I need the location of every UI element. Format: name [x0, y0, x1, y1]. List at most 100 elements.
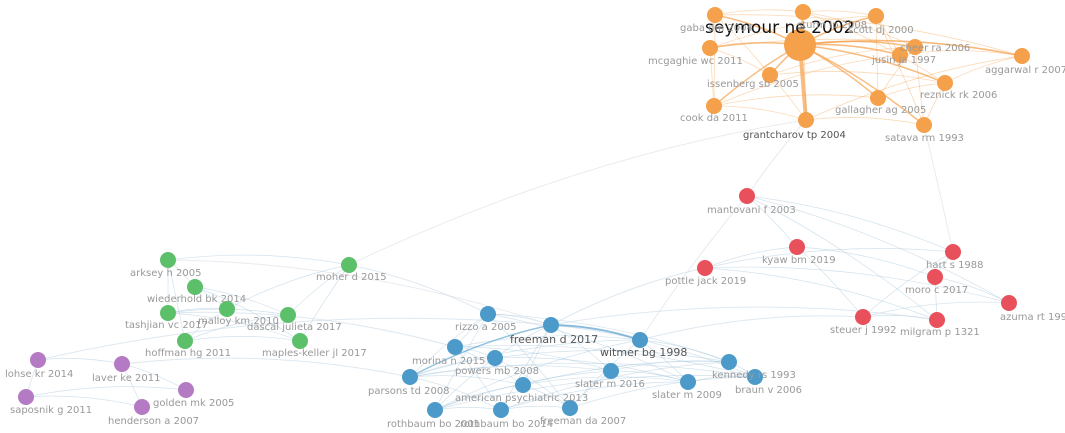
- edge: [299, 264, 350, 342]
- node: [855, 309, 871, 325]
- edge: [713, 94, 879, 107]
- node: [515, 377, 531, 393]
- node: [706, 98, 722, 114]
- node: [134, 399, 150, 415]
- node-label: malloy km 2010: [198, 316, 279, 327]
- edge: [454, 335, 641, 348]
- edge: [639, 315, 864, 341]
- node: [707, 7, 723, 23]
- edge: [713, 54, 901, 107]
- node: [789, 239, 805, 255]
- edge: [434, 375, 756, 411]
- node-label: witmer bg 1998: [600, 346, 687, 359]
- node-label: issenberg sb 2005: [707, 79, 799, 90]
- node-label: moro c 2017: [905, 285, 968, 296]
- node-label: hart s 1988: [926, 260, 984, 271]
- node: [493, 402, 509, 418]
- edge: [704, 248, 954, 269]
- node-label: seymour ne 2002: [705, 18, 854, 38]
- edge: [226, 264, 350, 310]
- edge: [875, 15, 925, 126]
- node: [487, 350, 503, 366]
- edge: [796, 246, 936, 278]
- edge: [500, 381, 689, 411]
- node-label: dascal julieta 2017: [247, 322, 342, 333]
- edge: [348, 119, 807, 266]
- node-label: powers mb 2008: [455, 366, 539, 377]
- edge: [746, 195, 938, 321]
- edge: [167, 312, 301, 342]
- node-label: henderson a 2007: [108, 416, 199, 427]
- node-label: mantovani f 2003: [707, 205, 796, 216]
- node: [747, 369, 763, 385]
- edge: [494, 357, 571, 409]
- edge: [487, 313, 689, 383]
- node-label: grantcharov tp 2004: [743, 130, 846, 141]
- node: [632, 332, 648, 348]
- node-label: lohse kr 2014: [5, 369, 73, 380]
- edge: [923, 124, 954, 253]
- edge: [184, 314, 289, 342]
- edge: [799, 44, 946, 84]
- node: [603, 363, 619, 379]
- edge: [121, 357, 411, 378]
- node-label: gallagher ag 2005: [835, 105, 926, 116]
- edge: [348, 264, 489, 315]
- node-label: rothbaum bo 2014: [460, 419, 553, 430]
- node-label: parsons td 2008: [368, 386, 450, 397]
- node: [187, 279, 203, 295]
- node-label: scott dj 2000: [848, 25, 914, 36]
- node-label: gaba dm 2004: [680, 23, 753, 34]
- edge: [494, 357, 689, 383]
- edge: [522, 360, 730, 386]
- node-label: slater m 2009: [652, 390, 722, 401]
- edge: [704, 246, 798, 269]
- node-label: american psychiatric 2013: [455, 393, 588, 404]
- node: [402, 369, 418, 385]
- node: [18, 389, 34, 405]
- node: [562, 400, 578, 416]
- node: [341, 257, 357, 273]
- node: [784, 29, 816, 61]
- node-label: maples-keller jl 2017: [262, 348, 367, 359]
- node-label: sturm lp 2008: [797, 20, 867, 31]
- node: [721, 354, 737, 370]
- edge: [37, 317, 552, 361]
- edge: [500, 324, 552, 411]
- node: [697, 260, 713, 276]
- node: [945, 244, 961, 260]
- node: [447, 339, 463, 355]
- edge: [25, 386, 187, 398]
- edge: [454, 346, 612, 372]
- edge: [796, 246, 864, 318]
- edge: [746, 195, 954, 253]
- node: [937, 75, 953, 91]
- node-label: kennedy rs 1993: [712, 370, 796, 381]
- node-label: freeman da 2007: [540, 416, 626, 427]
- node-label: moher d 2015: [316, 272, 387, 283]
- edge: [167, 254, 350, 266]
- node-label: arksey h 2005: [130, 268, 201, 279]
- node: [1014, 48, 1030, 64]
- node: [427, 402, 443, 418]
- node: [798, 112, 814, 128]
- edge: [167, 311, 456, 348]
- node: [929, 312, 945, 328]
- node: [868, 8, 884, 24]
- edge: [746, 195, 1010, 304]
- edge: [802, 11, 946, 84]
- edge: [802, 10, 877, 17]
- node: [178, 382, 194, 398]
- edge: [487, 313, 571, 409]
- node-label: reznick rk 2006: [920, 90, 997, 101]
- edge: [409, 376, 502, 411]
- node-label: steuer j 1992: [830, 325, 896, 336]
- node-label: jusin ja 1997: [871, 55, 936, 66]
- node: [892, 47, 908, 63]
- edge: [434, 313, 489, 411]
- edge: [746, 119, 807, 197]
- node-label: tashjian vc 2017: [125, 320, 208, 331]
- edge: [610, 360, 730, 372]
- edge: [434, 339, 641, 411]
